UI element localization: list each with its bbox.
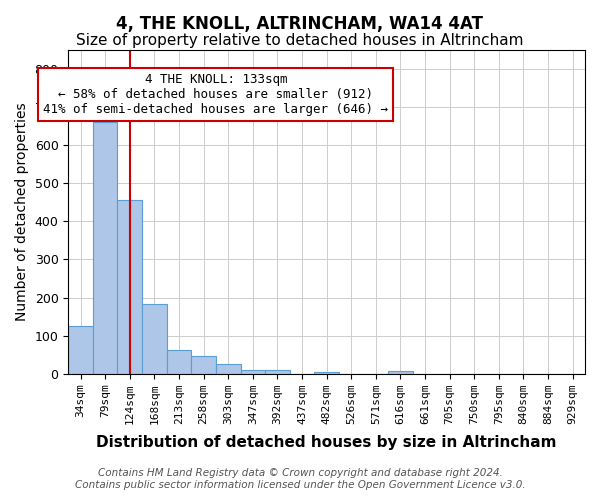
Bar <box>388 371 413 374</box>
Bar <box>142 304 167 374</box>
Text: 4, THE KNOLL, ALTRINCHAM, WA14 4AT: 4, THE KNOLL, ALTRINCHAM, WA14 4AT <box>116 15 484 33</box>
X-axis label: Distribution of detached houses by size in Altrincham: Distribution of detached houses by size … <box>97 435 557 450</box>
Bar <box>265 370 290 374</box>
Text: Size of property relative to detached houses in Altrincham: Size of property relative to detached ho… <box>76 32 524 48</box>
Text: Contains HM Land Registry data © Crown copyright and database right 2024.
Contai: Contains HM Land Registry data © Crown c… <box>74 468 526 490</box>
Bar <box>314 372 339 374</box>
Bar <box>167 350 191 374</box>
Bar <box>68 326 93 374</box>
Bar <box>216 364 241 374</box>
Bar <box>241 370 265 374</box>
Bar <box>93 122 118 374</box>
Bar <box>118 200 142 374</box>
Text: 4 THE KNOLL: 133sqm
← 58% of detached houses are smaller (912)
41% of semi-detac: 4 THE KNOLL: 133sqm ← 58% of detached ho… <box>43 73 388 116</box>
Bar <box>191 356 216 374</box>
Y-axis label: Number of detached properties: Number of detached properties <box>15 102 29 321</box>
